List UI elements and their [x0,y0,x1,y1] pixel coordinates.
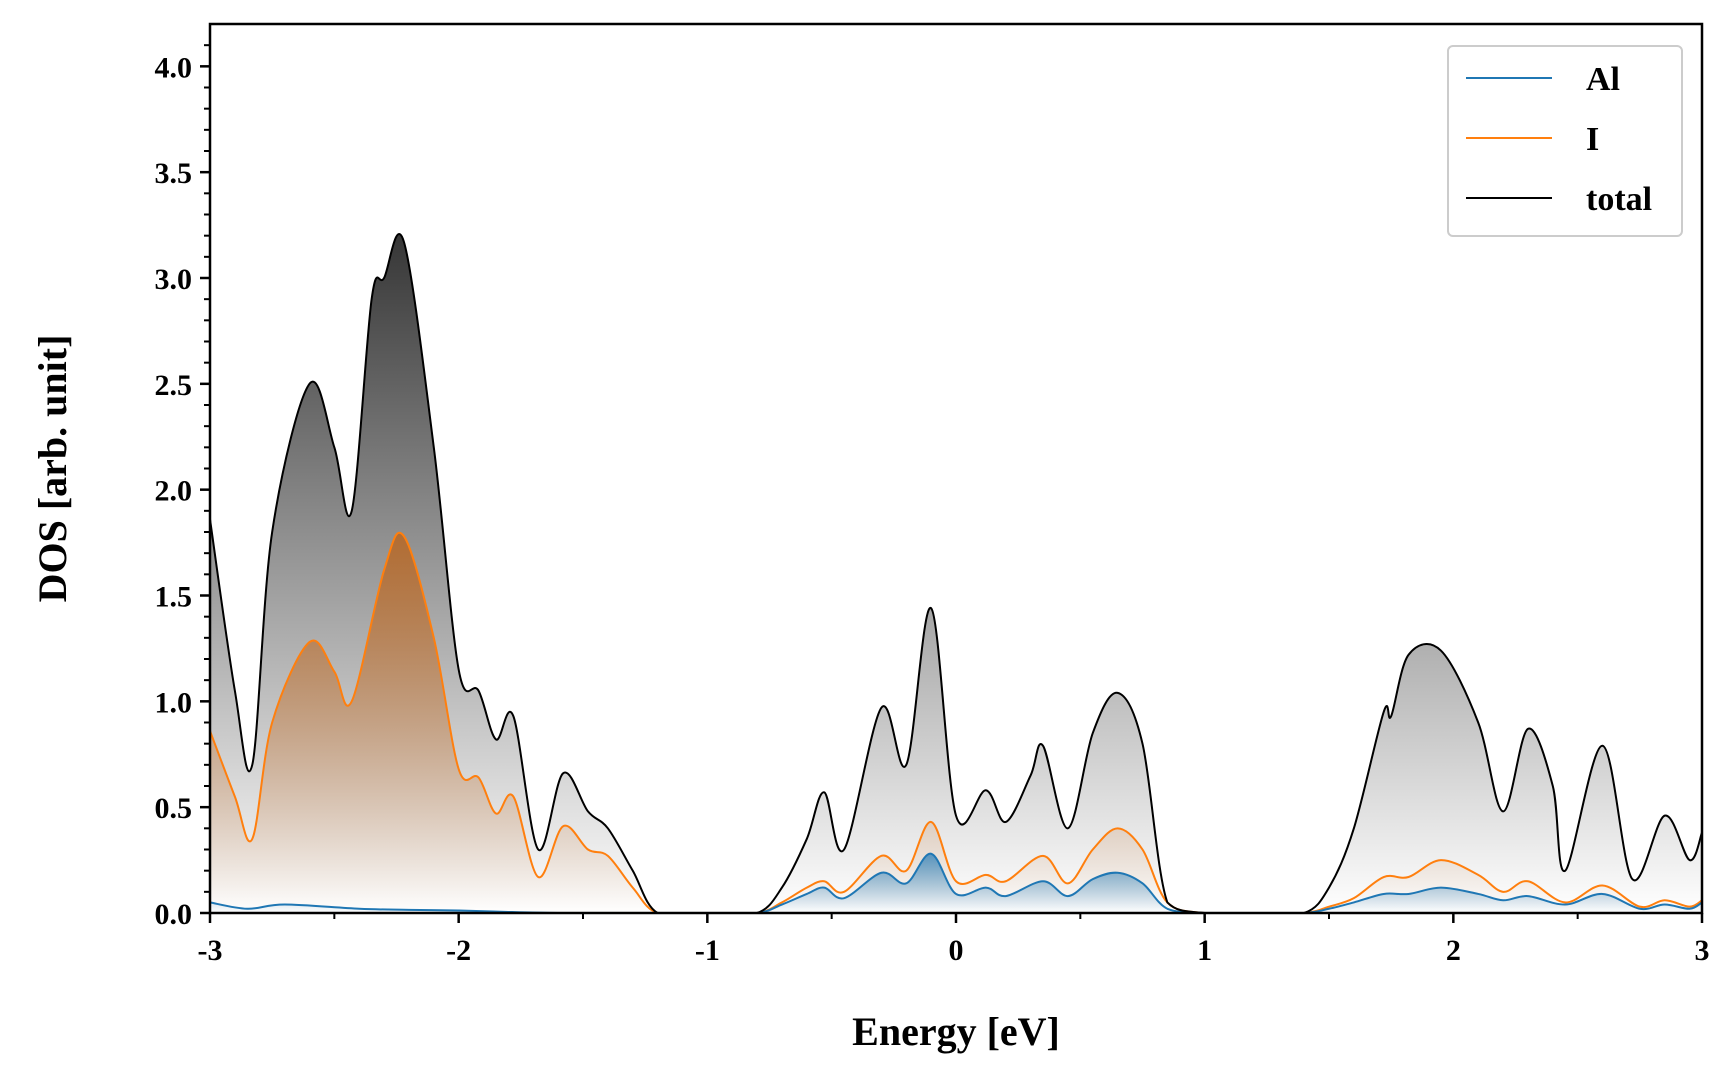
x-tick-label: -3 [198,934,223,967]
y-axis-title: DOS [arb. unit] [30,335,75,603]
y-tick-label: 3.5 [155,157,193,190]
y-tick-label: 0.0 [155,898,193,931]
series-i-line [209,531,1703,914]
x-tick-label: 2 [1446,934,1461,967]
x-axis: -3 -2 -1 0 1 2 3 [198,913,1710,967]
y-tick-label: 0.5 [155,792,193,825]
legend-label-i: I [1586,121,1599,158]
series-total-line [209,233,1703,914]
x-tick-label: 0 [949,934,964,967]
y-tick-label: 1.0 [155,686,193,719]
y-tick-label: 2.0 [155,475,193,508]
x-tick-label: -2 [446,934,471,967]
legend-label-total: total [1586,181,1652,218]
x-tick-label: -1 [695,934,720,967]
y-tick-label: 2.5 [155,369,193,402]
legend-box [1447,45,1683,237]
y-axis: 0.0 0.5 1.0 1.5 2.0 2.5 3.0 3.5 4.0 [155,44,210,931]
x-axis-title: Energy [eV] [852,1009,1060,1054]
y-tick-label: 1.5 [155,581,193,614]
plot-fills [210,234,1702,913]
y-tick-label: 4.0 [155,51,193,84]
legend-label-al: Al [1586,61,1620,98]
series-i-area [210,532,1702,913]
y-tick-label: 3.0 [155,263,193,296]
series-al-area [210,853,1702,913]
x-tick-label: 3 [1695,934,1710,967]
x-tick-label: 1 [1197,934,1212,967]
